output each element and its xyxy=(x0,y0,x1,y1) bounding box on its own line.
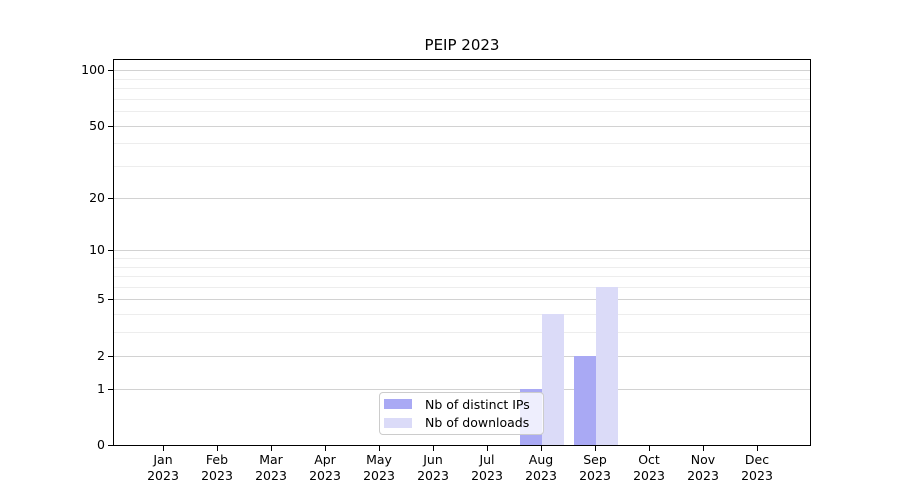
major-gridline xyxy=(114,198,810,199)
y-axis-tick-label: 10 xyxy=(89,242,105,257)
x-tick-mark xyxy=(703,446,704,451)
x-axis-tick-label: Dec 2023 xyxy=(741,452,773,483)
minor-gridline xyxy=(114,79,810,80)
legend: Nb of distinct IPs Nb of downloads xyxy=(379,392,544,435)
x-tick-mark xyxy=(487,446,488,451)
y-tick-mark xyxy=(108,70,113,71)
bar-downloads-aug xyxy=(542,314,564,445)
minor-gridline xyxy=(114,267,810,268)
x-axis-tick-label: May 2023 xyxy=(363,452,395,483)
y-tick-mark xyxy=(108,389,113,390)
minor-gridline xyxy=(114,99,810,100)
y-axis-tick-label: 1 xyxy=(97,381,105,396)
chart-title: PEIP 2023 xyxy=(424,36,500,54)
y-tick-mark xyxy=(108,250,113,251)
x-axis-tick-label: Oct 2023 xyxy=(633,452,665,483)
y-tick-mark xyxy=(108,126,113,127)
x-axis-tick-label: Jul 2023 xyxy=(471,452,503,483)
legend-swatch xyxy=(384,417,412,428)
x-axis-tick-label: Jun 2023 xyxy=(417,452,449,483)
minor-gridline xyxy=(114,88,810,89)
minor-gridline xyxy=(114,276,810,277)
major-gridline xyxy=(114,356,810,357)
y-tick-mark xyxy=(108,198,113,199)
legend-label: Nb of distinct IPs xyxy=(425,396,530,412)
y-axis-tick-label: 5 xyxy=(97,291,105,306)
major-gridline xyxy=(114,299,810,300)
x-axis-tick-label: Aug 2023 xyxy=(525,452,557,483)
x-tick-mark xyxy=(325,446,326,451)
x-axis-tick-label: Nov 2023 xyxy=(687,452,719,483)
major-gridline xyxy=(114,389,810,390)
bar-distinct-ips-sep xyxy=(574,356,596,445)
x-axis-tick-label: Jan 2023 xyxy=(147,452,179,483)
minor-gridline xyxy=(114,332,810,333)
minor-gridline xyxy=(114,258,810,259)
y-tick-mark xyxy=(108,445,113,446)
minor-gridline xyxy=(114,111,810,112)
x-tick-mark xyxy=(163,446,164,451)
x-tick-mark xyxy=(379,446,380,451)
legend-label: Nb of downloads xyxy=(425,415,530,431)
x-tick-mark xyxy=(433,446,434,451)
minor-gridline xyxy=(114,143,810,144)
major-gridline xyxy=(114,70,810,71)
legend-row: Nb of distinct IPs xyxy=(384,395,539,414)
x-tick-mark xyxy=(649,446,650,451)
legend-swatch xyxy=(384,399,412,410)
y-axis-tick-label: 50 xyxy=(89,118,105,133)
x-tick-mark xyxy=(541,446,542,451)
minor-gridline xyxy=(114,287,810,288)
x-axis-tick-label: Feb 2023 xyxy=(201,452,233,483)
y-tick-mark xyxy=(108,356,113,357)
x-axis-tick-label: Sep 2023 xyxy=(579,452,611,483)
x-tick-mark xyxy=(595,446,596,451)
y-axis-tick-label: 0 xyxy=(97,437,105,452)
minor-gridline xyxy=(114,314,810,315)
major-gridline xyxy=(114,250,810,251)
x-axis-tick-label: Apr 2023 xyxy=(309,452,341,483)
y-axis-tick-label: 20 xyxy=(89,190,105,205)
major-gridline xyxy=(114,126,810,127)
y-axis-tick-label: 100 xyxy=(81,62,105,77)
legend-row: Nb of downloads xyxy=(384,414,539,433)
y-axis-tick-label: 2 xyxy=(97,348,105,363)
plot-area xyxy=(113,59,811,446)
x-axis-tick-label: Mar 2023 xyxy=(255,452,287,483)
x-tick-mark xyxy=(757,446,758,451)
bar-downloads-sep xyxy=(596,287,618,445)
x-tick-mark xyxy=(217,446,218,451)
x-tick-mark xyxy=(271,446,272,451)
y-tick-mark xyxy=(108,299,113,300)
minor-gridline xyxy=(114,166,810,167)
